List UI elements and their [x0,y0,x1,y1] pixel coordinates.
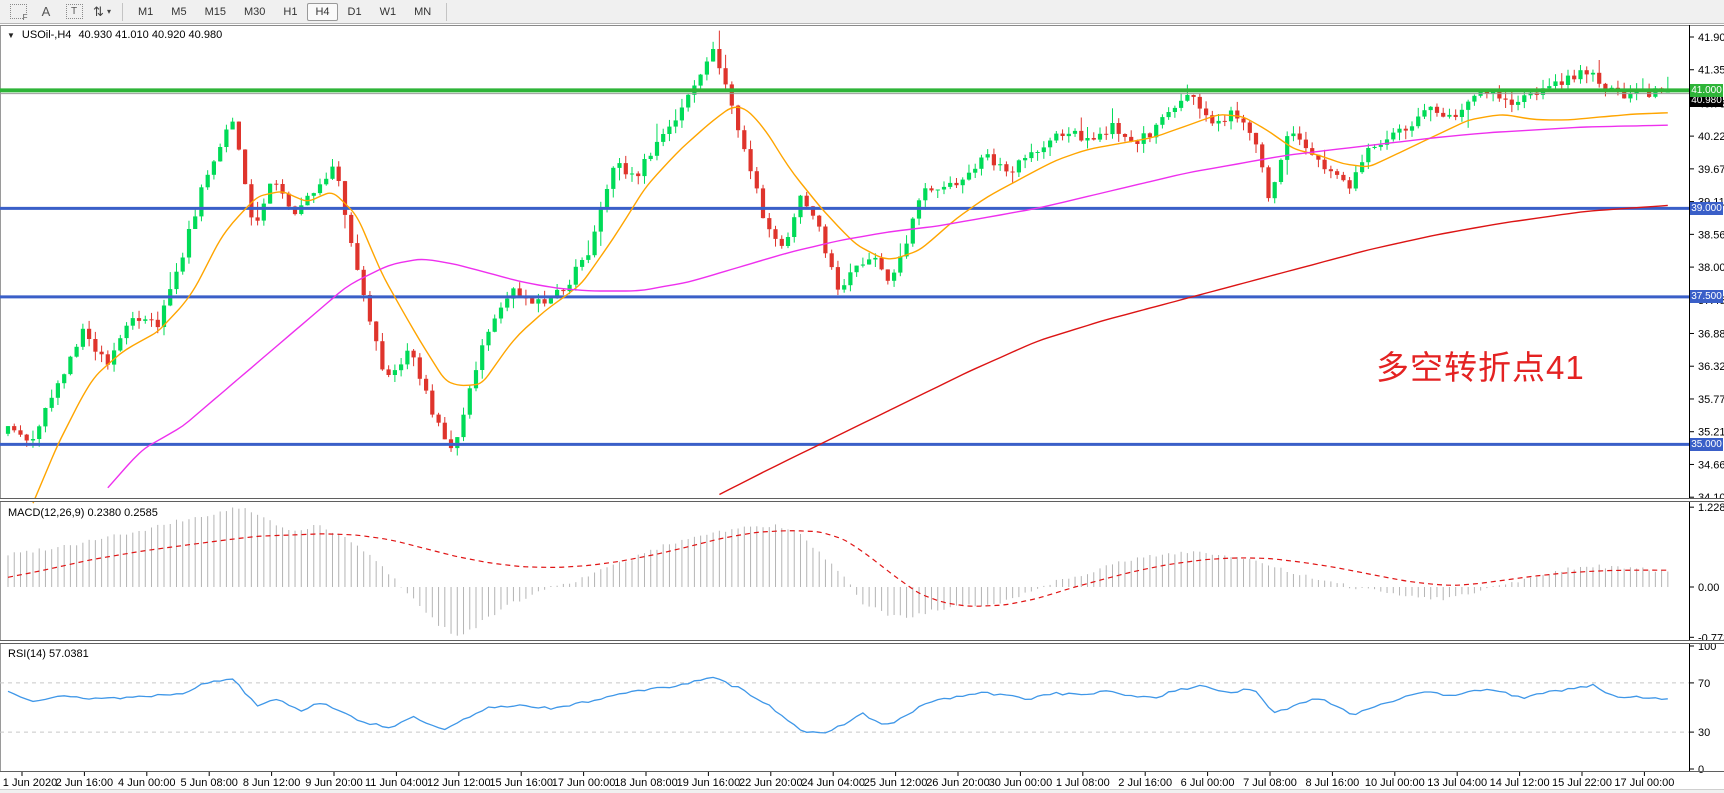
svg-text:17 Jun 00:00: 17 Jun 00:00 [552,777,616,789]
text-label-icon: T [65,4,83,19]
chart-title: ▼ USOil-,H4 40.930 41.010 40.920 40.980 [7,29,222,41]
svg-text:30: 30 [1698,727,1710,739]
svg-text:6 Jul 00:00: 6 Jul 00:00 [1181,777,1235,789]
ohlc-values: 40.930 41.010 40.920 40.980 [78,29,223,41]
svg-text:24 Jun 04:00: 24 Jun 04:00 [801,777,865,789]
timeframe-button-m15[interactable]: M15 [204,5,226,18]
toolbar-separator [122,2,123,21]
svg-text:39.670: 39.670 [1698,164,1724,176]
svg-text:15 Jun 16:00: 15 Jun 16:00 [489,777,553,789]
arrows-tool-button[interactable]: ⇅ ▾ [90,2,114,22]
svg-text:19 Jun 16:00: 19 Jun 16:00 [677,777,741,789]
svg-text:15 Jul 22:00: 15 Jul 22:00 [1552,777,1612,789]
rsi-line [7,676,1668,734]
timeframe-button-mn[interactable]: MN [414,5,432,18]
symbol-period-label: USOil-,H4 [21,29,72,41]
symbol-dropdown-icon[interactable]: ▼ [7,30,15,40]
chart-annotation-text[interactable]: 多空转折点41 [1376,349,1585,386]
svg-text:35.770: 35.770 [1698,394,1724,406]
text-tool-button[interactable]: A [34,2,58,22]
ma-slow-line [719,204,1668,496]
macd-signal-line [7,530,1668,607]
svg-text:8 Jun 12:00: 8 Jun 12:00 [243,777,301,789]
svg-text:100: 100 [1698,641,1716,653]
svg-text:11 Jun 04:00: 11 Jun 04:00 [365,777,428,789]
svg-text:36.880: 36.880 [1698,328,1724,340]
toolbar: F A T ⇅ ▾ M1 M5 M15 M30 H1 H4 D1 W1 MN [0,0,1724,24]
fibonacci-tool-button[interactable]: F [6,2,30,22]
toolbar-separator [446,2,448,21]
svg-text:4 Jun 00:00: 4 Jun 00:00 [118,777,176,789]
svg-text:18 Jun 08:00: 18 Jun 08:00 [614,777,678,789]
macd-panel [7,507,1669,636]
panel-splitter[interactable] [0,498,1724,502]
svg-text:36.325: 36.325 [1698,361,1724,373]
time-axis-line [0,771,1724,772]
svg-text:7 Jul 08:00: 7 Jul 08:00 [1243,777,1297,789]
svg-text:17 Jul 00:00: 17 Jul 00:00 [1614,777,1674,789]
svg-text:14 Jul 12:00: 14 Jul 12:00 [1490,777,1550,789]
arrows-icon: ⇅ [93,3,104,19]
moving-averages [32,106,1668,504]
svg-text:8 Jul 16:00: 8 Jul 16:00 [1305,777,1359,789]
svg-text:9 Jun 20:00: 9 Jun 20:00 [305,777,363,789]
rsi-label: RSI(14) 57.0381 [8,648,89,660]
svg-text:1 Jun 2020: 1 Jun 2020 [3,777,57,789]
svg-text:41.905: 41.905 [1698,32,1724,44]
timeframe-button-m1[interactable]: M1 [138,5,154,18]
svg-text:25 Jun 12:00: 25 Jun 12:00 [864,777,928,789]
hline-price-tag-37.500: 37.500 [1690,290,1723,303]
macd-label: MACD(12,26,9) 0.2380 0.2585 [8,507,158,519]
label-tool-button[interactable]: T [62,2,86,22]
svg-text:1.2281: 1.2281 [1698,502,1724,514]
horizontal-lines [0,88,1689,446]
svg-text:12 Jun 12:00: 12 Jun 12:00 [427,777,491,789]
rsi-panel [0,676,1689,734]
hline-price-tag-41.000: 41.000 [1690,84,1723,97]
svg-text:26 Jun 20:00: 26 Jun 20:00 [926,777,990,789]
svg-text:10 Jul 00:00: 10 Jul 00:00 [1365,777,1425,789]
svg-text:0: 0 [1698,764,1704,776]
svg-text:22 Jun 20:00: 22 Jun 20:00 [739,777,803,789]
timeframe-button-d1[interactable]: D1 [347,5,362,18]
svg-text:41.350: 41.350 [1698,65,1724,77]
svg-text:5 Jun 08:00: 5 Jun 08:00 [180,777,238,789]
timeframe-button-h4[interactable]: H4 [307,2,338,21]
current-price-tag: 40.980 [1690,94,1723,107]
svg-text:2 Jun 16:00: 2 Jun 16:00 [56,777,114,789]
svg-text:35.215: 35.215 [1698,427,1724,439]
hline-price-tag-35.000: 35.000 [1690,438,1723,451]
svg-text:1 Jul 08:00: 1 Jul 08:00 [1056,777,1110,789]
text-icon: A [41,4,51,19]
timeframe-button-w1[interactable]: W1 [379,5,397,18]
bottom-strip [0,789,1724,793]
chevron-down-icon: ▾ [106,7,111,16]
svg-text:38.005: 38.005 [1698,262,1724,274]
ma-mid-line [107,124,1668,489]
timeframe-button-m30[interactable]: M30 [243,5,266,18]
svg-text:13 Jul 04:00: 13 Jul 04:00 [1427,777,1487,789]
candles [5,30,1670,456]
svg-text:70: 70 [1698,678,1710,690]
svg-text:2 Jul 16:00: 2 Jul 16:00 [1118,777,1172,789]
svg-text:30 Jun 00:00: 30 Jun 00:00 [989,777,1053,789]
price-axis[interactable]: 41.90541.35040.78040.22539.67039.11538.5… [1689,25,1724,776]
svg-text:0.00: 0.00 [1698,582,1719,594]
timeframe-button-group: M1 M5 M15 M30 H1 H4 D1 W1 MN [129,2,440,21]
svg-text:38.560: 38.560 [1698,229,1724,241]
timeframe-button-m5[interactable]: M5 [171,5,187,18]
timeframe-button-h1[interactable]: H1 [283,5,298,18]
svg-text:34.660: 34.660 [1698,459,1724,471]
fibonacci-icon: F [9,4,28,22]
svg-text:40.225: 40.225 [1698,131,1724,143]
hline-price-tag-39.000: 39.000 [1690,202,1723,215]
panel-splitter[interactable] [0,640,1724,644]
chart-window-border [0,25,1724,771]
